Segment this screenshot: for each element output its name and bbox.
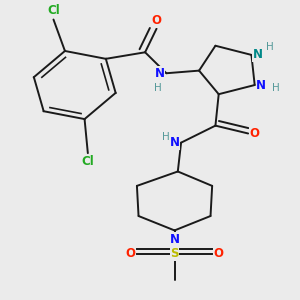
Text: N: N: [256, 79, 266, 92]
Text: N: N: [155, 67, 165, 80]
Text: S: S: [170, 248, 179, 260]
Text: H: H: [266, 42, 273, 52]
Text: Cl: Cl: [47, 4, 60, 17]
Text: H: H: [154, 82, 162, 93]
Text: N: N: [169, 233, 179, 246]
Text: N: N: [169, 136, 179, 149]
Text: H: H: [163, 132, 170, 142]
Text: O: O: [214, 248, 224, 260]
Text: H: H: [272, 82, 280, 93]
Text: O: O: [152, 14, 161, 27]
Text: N: N: [253, 48, 263, 62]
Text: O: O: [250, 127, 260, 140]
Text: O: O: [125, 248, 135, 260]
Text: Cl: Cl: [82, 155, 94, 168]
